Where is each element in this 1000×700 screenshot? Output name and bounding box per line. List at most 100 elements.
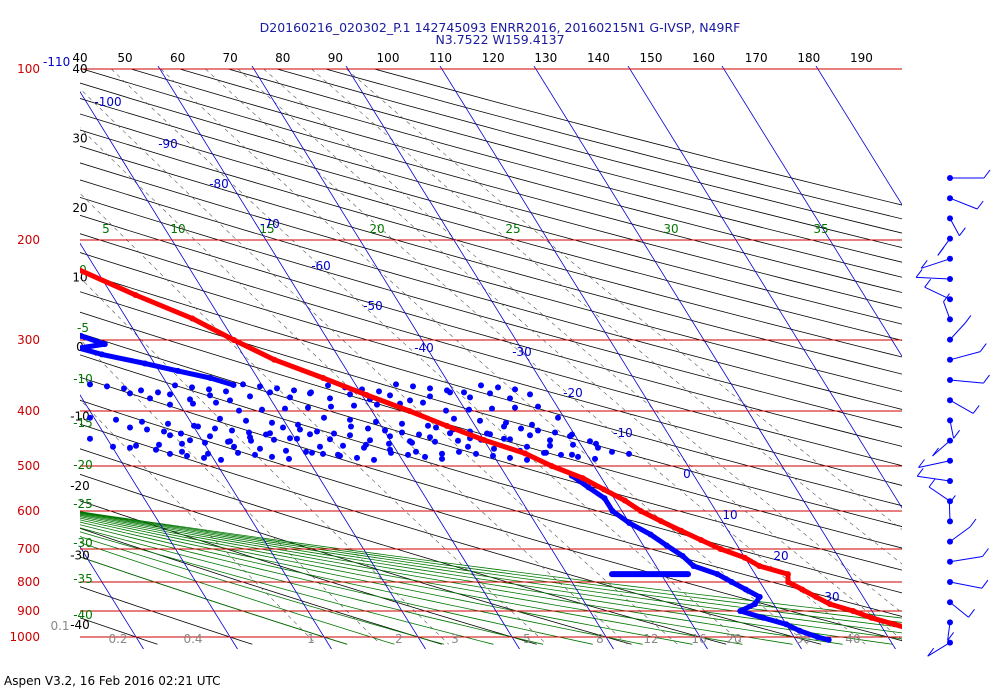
- dewpoint-scatter-point: [213, 399, 219, 406]
- mixing-left-label: -30: [73, 536, 93, 550]
- isotherm-line: [345, 66, 708, 650]
- temperature-point: [443, 422, 450, 429]
- isotherm-label: -90: [158, 137, 178, 151]
- moist-adiabat-line: [80, 542, 395, 645]
- theta-e-label: 35: [813, 222, 828, 236]
- isotherm-label: -10: [613, 426, 633, 440]
- dewpoint-point: [207, 375, 214, 381]
- theta-e-label: 25: [505, 222, 520, 236]
- temperature-point: [914, 628, 920, 634]
- wind-barb-staff: [949, 399, 974, 414]
- dewpoint-scatter-point: [314, 428, 320, 435]
- wind-barb-point: [947, 538, 953, 545]
- temperature-point: [230, 337, 237, 343]
- dewpoint-scatter-point: [466, 406, 472, 413]
- dewpoint-scatter-point: [570, 441, 576, 448]
- dewpoint-scatter-point: [388, 449, 394, 456]
- wind-barb-staff: [916, 276, 951, 280]
- wind-barb-point: [947, 377, 953, 383]
- isotherm-label: 20: [773, 549, 788, 563]
- pressure-label: 600: [17, 504, 40, 518]
- dewpoint-scatter-point: [167, 391, 173, 398]
- dewpoint-scatter-point: [206, 386, 212, 393]
- dewpoint-scatter-point: [376, 388, 382, 395]
- wind-barb-staff: [949, 420, 955, 439]
- dewpoint-point: [737, 608, 744, 614]
- mixing-bottom-label: 40: [845, 632, 860, 646]
- theta-e-label: 15: [259, 222, 274, 236]
- dewpoint-point: [80, 332, 84, 339]
- dewpoint-scatter-point: [282, 405, 288, 412]
- dewpoint-scatter-point: [269, 419, 275, 426]
- dewpoint-scatter-point: [425, 422, 431, 429]
- wind-barb-point: [947, 619, 953, 626]
- wind-barb-flag: [932, 447, 939, 457]
- dewpoint-point: [609, 508, 616, 514]
- dewpoint-scatter-point: [217, 415, 223, 422]
- moist-adiabat-line: [80, 517, 743, 645]
- dewpoint-point: [690, 563, 697, 569]
- temperature-point: [813, 593, 820, 600]
- dewpoint-point: [101, 341, 108, 348]
- theta-e-label: 5: [102, 222, 110, 236]
- dewpoint-scatter-point: [280, 424, 286, 431]
- wind-barb-staff: [949, 197, 978, 210]
- dewpoint-scatter-point: [374, 401, 380, 408]
- mixing-ratio-line: [237, 68, 902, 641]
- dewpoint-scatter-point: [347, 432, 353, 439]
- dewpoint-scatter-point: [236, 407, 242, 414]
- dewpoint-scatter-point: [291, 387, 297, 394]
- dewpoint-scatter-point: [227, 397, 233, 404]
- dewpoint-scatter-point: [327, 395, 333, 402]
- mixing-bottom-label: 20: [726, 632, 741, 646]
- dry-adiabat-line: [80, 145, 902, 375]
- dewpoint-scatter-point: [501, 423, 507, 430]
- dewpoint-scatter-point: [207, 433, 213, 440]
- height-label: -30: [70, 549, 90, 563]
- dewpoint-point: [6, 316, 12, 322]
- mixing-bottom-label: 8: [596, 632, 604, 646]
- wind-barb-flag: [947, 632, 954, 641]
- dewpoint-scatter-point: [294, 435, 300, 442]
- wind-barb-staff: [949, 351, 981, 361]
- isotherm-line: [80, 91, 426, 650]
- dewpoint-scatter-point: [432, 438, 438, 445]
- temperature-point: [189, 315, 196, 322]
- isotherm-label: -50: [363, 299, 383, 313]
- wind-barb-point: [947, 255, 953, 262]
- dewpoint-point: [142, 360, 148, 367]
- moist-adiabat-line: [80, 519, 693, 645]
- dewpoint-scatter-point: [189, 384, 195, 391]
- moist-adiabat-line: [80, 513, 893, 645]
- fahrenheit-tick-label: 170: [745, 51, 768, 65]
- dry-adiabat-line: [80, 556, 348, 645]
- temperature-series: [80, 267, 920, 634]
- fahrenheit-tick-label: 110: [429, 51, 452, 65]
- wind-barb-staff: [949, 218, 960, 236]
- dry-adiabat-line: [80, 214, 902, 447]
- dewpoint-scatter-point: [507, 395, 513, 402]
- wind-barb-point: [947, 518, 953, 525]
- mixing-ratio-line: [111, 68, 744, 645]
- dewpoint-scatter-point: [495, 384, 501, 391]
- temperature-point: [891, 621, 898, 628]
- pressure-label: 500: [17, 459, 40, 473]
- temperature-line: [80, 267, 902, 630]
- dewpoint-scatter-point: [229, 427, 235, 434]
- wind-barb-flag: [918, 459, 925, 468]
- theta-e-label: 30: [663, 222, 678, 236]
- dewpoint-scatter-point: [592, 455, 598, 462]
- dewpoint-scatter-point: [286, 455, 292, 462]
- isotherm-line: [533, 66, 896, 650]
- dewpoint-scatter-point: [235, 449, 241, 456]
- dewpoint-scatter-point: [422, 453, 428, 460]
- isotherm-line: [80, 545, 144, 650]
- height-label: -10: [70, 410, 90, 424]
- pressure-label: 400: [17, 404, 40, 418]
- height-label: -20: [70, 479, 90, 493]
- dewpoint-scatter-point: [113, 416, 119, 423]
- moist-adiabat-line: [80, 514, 843, 645]
- dewpoint-scatter-point: [307, 431, 313, 438]
- pressure-label: 100: [17, 62, 40, 76]
